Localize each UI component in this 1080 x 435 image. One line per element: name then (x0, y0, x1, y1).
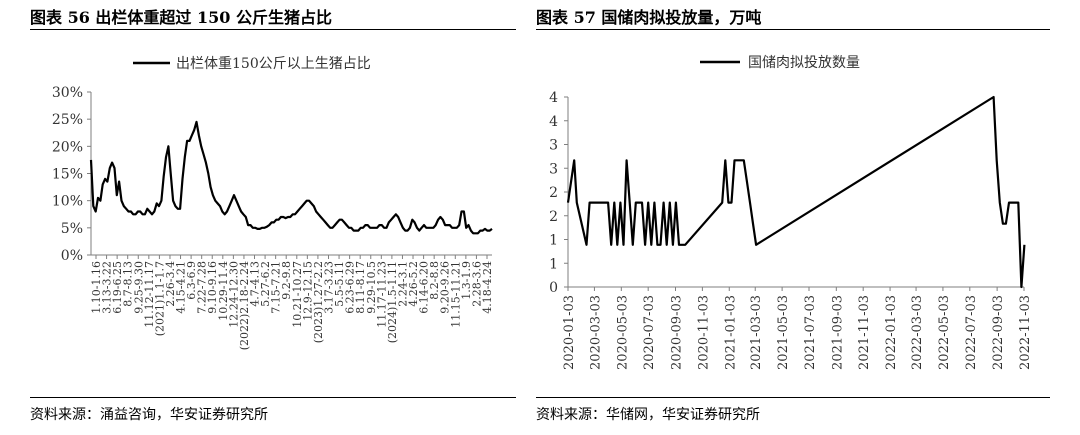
left-x-tick-label: (2021)1.1-1.7 (153, 261, 166, 336)
right-chart-title: 图表 57 国储肉拟投放量，万吨 (536, 8, 762, 27)
left-x-tick-label: 12.9-12.15 (301, 261, 314, 321)
left-title-rule (30, 29, 516, 30)
left-x-tick-label: 8.11-8.17 (354, 261, 367, 314)
left-x-tick-label: 4.18-4.24 (481, 261, 494, 314)
right-x-tick-label: 2022-07-03 (964, 295, 979, 370)
left-y-tick-label: 10% (52, 194, 83, 210)
right-x-tick-label: 2020-03-03 (588, 295, 603, 370)
left-x-tick-label: 9.10-9.16 (206, 261, 219, 314)
left-x-tick-label: (2023)1.27-2.2 (312, 261, 325, 343)
left-x-tick-label: 12.24-12.30 (227, 261, 240, 328)
right-x-tick-label: 2020-07-03 (642, 295, 657, 370)
left-x-tick-label: 9.29-10.5 (365, 261, 378, 314)
left-x-tick-label: 11.15-11.21 (449, 261, 462, 328)
left-x-tick-label: 6.23-6.29 (344, 261, 357, 314)
left-y-tick-label: 20% (52, 139, 83, 155)
left-y-tick-label: 30% (52, 85, 83, 101)
right-x-tick-label: 2021-11-03 (857, 295, 872, 370)
left-x-tick-label: (2022)2.18-2.24 (238, 261, 251, 350)
left-x-tick-label: 4.15-4.21 (175, 261, 188, 314)
left-x-tick-label: 3.17-3.23 (322, 261, 335, 314)
left-x-tick-label: 8.2-8.8 (428, 261, 441, 300)
right-y-tick-label: 1 (549, 256, 558, 272)
left-x-tick-label: 6.3-6.9 (185, 261, 198, 300)
right-y-tick-label: 2 (549, 209, 558, 225)
right-x-tick-label: 2022-09-03 (991, 295, 1006, 370)
left-x-tick-label: 1.10-1.16 (90, 261, 103, 314)
left-x-tick-label: 4.7-4.13 (249, 261, 262, 307)
left-legend-label: 出栏体重150公斤以上生猪占比 (176, 56, 371, 72)
right-y-tick-label: 4 (549, 90, 558, 106)
left-x-tick-label: 3.13-3.22 (101, 261, 114, 314)
right-y-tick-label: 1 (549, 233, 558, 249)
left-x-tick-label: 7.22-7.28 (196, 261, 209, 314)
left-x-tick-label: 9.20-9.26 (439, 261, 452, 314)
left-x-tick-label: 6.14-6.20 (418, 261, 431, 314)
right-x-tick-label: 2022-05-03 (937, 295, 952, 370)
left-x-tick-label: 1.3-1.9 (460, 261, 473, 300)
left-source: 资料来源：涌益咨询，华安证券研究所 (30, 407, 268, 423)
left-x-tick-label: 2.28-3.6 (470, 261, 483, 307)
right-legend-label: 国储肉拟投放数量 (748, 55, 860, 71)
right-x-tick-label: 2022-01-03 (884, 295, 899, 370)
left-x-tick-label: 4.26-5.2 (407, 261, 420, 307)
left-x-tick-label: (2024)1.5-1.11 (386, 261, 399, 343)
right-x-tick-label: 2021-03-03 (749, 295, 764, 370)
right-x-tick-label: 2020-09-03 (670, 295, 685, 370)
right-x-tick-label: 2022-11-03 (1018, 295, 1033, 370)
right-source: 资料来源：华储网，华安证券研究所 (536, 407, 760, 423)
right-y-tick-label: 3 (549, 161, 558, 177)
right-x-tick-label: 2020-01-03 (562, 295, 577, 370)
left-x-tick-label: 11.12-11.17 (143, 261, 156, 328)
left-series-line (89, 120, 493, 235)
right-y-tick-label: 4 (549, 114, 558, 130)
left-y-tick-label: 0% (61, 248, 83, 264)
right-title-rule (536, 29, 1050, 30)
left-x-tick-label: 2.26-3.4 (164, 261, 177, 307)
right-x-tick-label: 2020-11-03 (696, 295, 711, 370)
left-x-tick-label: 10.21-10.27 (291, 261, 304, 328)
right-series-line (566, 95, 1026, 289)
left-x-tick-label: 9.2-9.8 (280, 261, 293, 300)
left-chart-title: 图表 56 出栏体重超过 150 公斤生猪占比 (30, 8, 332, 27)
right-source-rule (536, 397, 1050, 398)
left-x-tick-label: 8.7-8.13 (122, 261, 135, 307)
right-x-tick-label: 2022-03-03 (910, 295, 925, 370)
right-y-tick-label: 0 (549, 280, 558, 296)
left-y-tick-label: 25% (52, 112, 83, 128)
right-x-tick-label: 2020-05-03 (615, 295, 630, 370)
left-x-tick-label: 2.24-3.1 (396, 261, 409, 307)
left-x-tick-label: 11.17-11.23 (375, 261, 388, 328)
left-x-tick-label: 5.5-5.11 (333, 261, 346, 307)
left-x-tick-label: 7.15-7.21 (270, 261, 283, 314)
left-x-tick-label: 5.27-6.2 (259, 261, 272, 307)
left-y-tick-label: 5% (61, 221, 83, 237)
left-x-tick-label: 10.29-11.4 (217, 261, 230, 321)
right-x-tick-label: 2021-01-03 (723, 295, 738, 370)
right-x-tick-label: 2021-07-03 (803, 295, 818, 370)
right-y-tick-label: 2 (549, 185, 558, 201)
left-y-tick-label: 15% (52, 167, 83, 183)
right-x-tick-label: 2021-05-03 (776, 295, 791, 370)
left-source-rule (30, 397, 516, 398)
left-x-tick-label: 6.19-6.25 (111, 261, 124, 314)
left-x-tick-label: 9.25-9.30 (132, 261, 145, 314)
right-y-tick-label: 3 (549, 138, 558, 154)
right-x-tick-label: 2021-09-03 (830, 295, 845, 370)
